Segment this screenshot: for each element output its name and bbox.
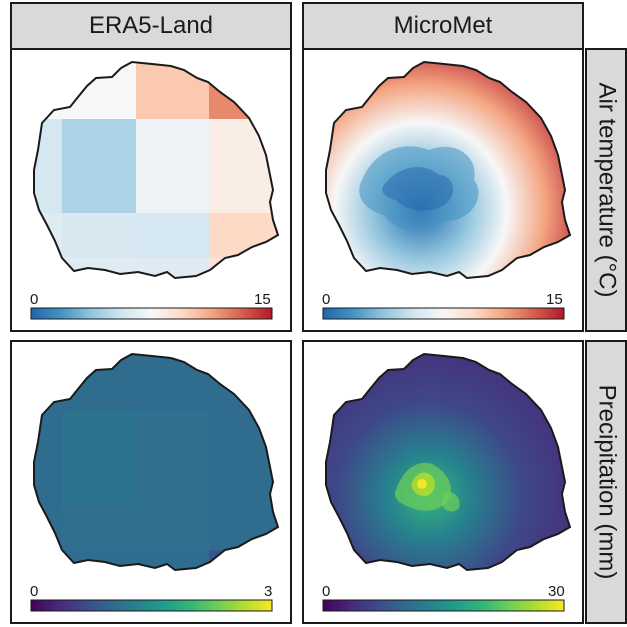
map-micromet-temperature bbox=[322, 60, 572, 320]
grid-cell bbox=[209, 119, 278, 213]
micromet-temperature-field bbox=[326, 62, 570, 278]
panel-era5-temperature: 0 15 bbox=[10, 48, 292, 332]
colorbar-min-label: 0 bbox=[322, 291, 331, 308]
colorbar-precipitation bbox=[322, 599, 565, 612]
era5-temperature-cells bbox=[34, 62, 278, 278]
colorbar-temperature bbox=[30, 307, 273, 320]
grid-cell bbox=[62, 505, 136, 550]
catchment-outline bbox=[33, 60, 280, 280]
grid-cell bbox=[34, 62, 62, 119]
colorbar-min-label: 0 bbox=[30, 291, 39, 308]
panel-micromet-precipitation: 0 30 bbox=[302, 340, 584, 624]
catchment-outline bbox=[325, 60, 572, 280]
grid-cell bbox=[62, 62, 136, 119]
grid-cell bbox=[34, 505, 62, 550]
grid-cell bbox=[136, 213, 209, 258]
grid-cell bbox=[136, 119, 209, 213]
grid-cell bbox=[34, 354, 62, 411]
grid-cell bbox=[34, 411, 62, 505]
grid-cell bbox=[209, 411, 278, 505]
column-header-era5-label: ERA5-Land bbox=[88, 12, 214, 39]
grid-cell bbox=[62, 354, 136, 411]
grid-cell bbox=[136, 411, 209, 505]
grid-cell bbox=[34, 213, 62, 258]
colorbar-min-label: 0 bbox=[30, 583, 39, 600]
panel-era5-precipitation: 0 3 bbox=[10, 340, 292, 624]
colorbar-max-label: 3 bbox=[264, 583, 273, 600]
colorbar-max-label: 15 bbox=[254, 291, 271, 308]
row-header-temperature-label: Air temperature (°C) bbox=[593, 82, 621, 298]
grid-cell bbox=[136, 62, 209, 119]
grid-cell bbox=[62, 213, 136, 258]
map-era5-temperature bbox=[30, 60, 280, 320]
column-header-micromet: MicroMet bbox=[302, 2, 584, 50]
grid-cell bbox=[209, 62, 278, 119]
grid-cell bbox=[62, 411, 136, 505]
row-header-precipitation: Precipitation (mm) bbox=[585, 340, 627, 624]
panel-micromet-temperature: 0 15 bbox=[302, 48, 584, 332]
colorbar-temperature bbox=[322, 307, 565, 320]
row-header-temperature: Air temperature (°C) bbox=[585, 48, 627, 332]
era5-precipitation-cells bbox=[34, 354, 278, 570]
catchment-outline bbox=[325, 352, 572, 572]
row-header-precipitation-label: Precipitation (mm) bbox=[593, 384, 620, 580]
map-era5-precipitation bbox=[30, 352, 280, 612]
grid-cell bbox=[62, 119, 136, 213]
catchment-outline bbox=[33, 352, 280, 572]
grid-cell bbox=[136, 550, 209, 570]
colorbar-min-label: 0 bbox=[322, 583, 331, 600]
grid-cell bbox=[136, 354, 209, 411]
colorbar-precipitation bbox=[30, 599, 273, 612]
colorbar-max-label: 30 bbox=[548, 583, 565, 600]
grid-cell bbox=[34, 119, 62, 213]
grid-cell bbox=[136, 258, 209, 278]
column-header-era5: ERA5-Land bbox=[10, 2, 292, 50]
grid-cell bbox=[209, 354, 278, 411]
grid-cell bbox=[136, 505, 209, 550]
colorbar-max-label: 15 bbox=[546, 291, 563, 308]
map-micromet-precipitation bbox=[322, 352, 572, 612]
micromet-precipitation-field bbox=[326, 354, 570, 570]
column-header-micromet-label: MicroMet bbox=[393, 12, 493, 39]
